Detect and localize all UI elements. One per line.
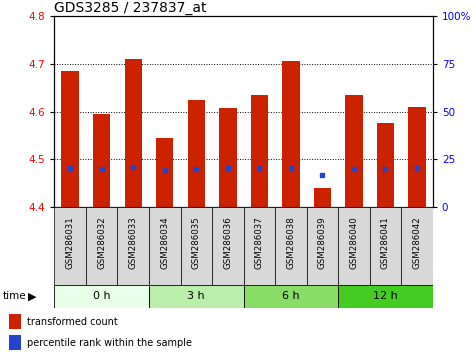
Text: GSM286040: GSM286040 (350, 216, 359, 269)
Text: GSM286035: GSM286035 (192, 216, 201, 269)
Bar (181, 207, 212, 285)
Bar (9, 314, 21, 329)
Bar (338, 207, 370, 285)
Bar (86, 207, 117, 285)
Text: 3 h: 3 h (187, 291, 205, 302)
Bar (377, 124, 394, 207)
Text: transformed count: transformed count (27, 316, 118, 327)
Text: 12 h: 12 h (373, 291, 398, 302)
Text: ▶: ▶ (28, 291, 36, 302)
Bar (314, 188, 331, 207)
Bar (149, 207, 181, 285)
Bar (156, 138, 174, 207)
Text: GSM286041: GSM286041 (381, 216, 390, 269)
Bar (124, 59, 142, 207)
Bar (251, 95, 268, 207)
Bar (61, 71, 79, 207)
Text: GSM286038: GSM286038 (286, 216, 296, 269)
Bar (54, 285, 149, 308)
Text: GSM286032: GSM286032 (97, 216, 106, 269)
Bar (54, 207, 86, 285)
Bar (9, 335, 21, 350)
Bar (401, 207, 433, 285)
Text: percentile rank within the sample: percentile rank within the sample (27, 338, 192, 348)
Bar (244, 207, 275, 285)
Text: time: time (2, 291, 26, 302)
Bar (93, 114, 110, 207)
Bar (370, 207, 401, 285)
Bar (408, 107, 426, 207)
Text: GSM286039: GSM286039 (318, 216, 327, 269)
Text: GSM286037: GSM286037 (255, 216, 264, 269)
Text: GSM286031: GSM286031 (66, 216, 75, 269)
Bar (282, 61, 299, 207)
Bar (244, 285, 338, 308)
Text: GSM286034: GSM286034 (160, 216, 169, 269)
Bar (275, 207, 307, 285)
Bar (219, 108, 236, 207)
Bar (338, 285, 433, 308)
Text: GSM286042: GSM286042 (412, 216, 421, 269)
Text: 0 h: 0 h (93, 291, 111, 302)
Text: 6 h: 6 h (282, 291, 300, 302)
Bar (188, 99, 205, 207)
Text: GSM286033: GSM286033 (129, 216, 138, 269)
Bar (117, 207, 149, 285)
Bar (345, 95, 363, 207)
Bar (307, 207, 338, 285)
Bar (212, 207, 244, 285)
Bar (149, 285, 244, 308)
Text: GDS3285 / 237837_at: GDS3285 / 237837_at (54, 1, 207, 15)
Text: GSM286036: GSM286036 (223, 216, 232, 269)
